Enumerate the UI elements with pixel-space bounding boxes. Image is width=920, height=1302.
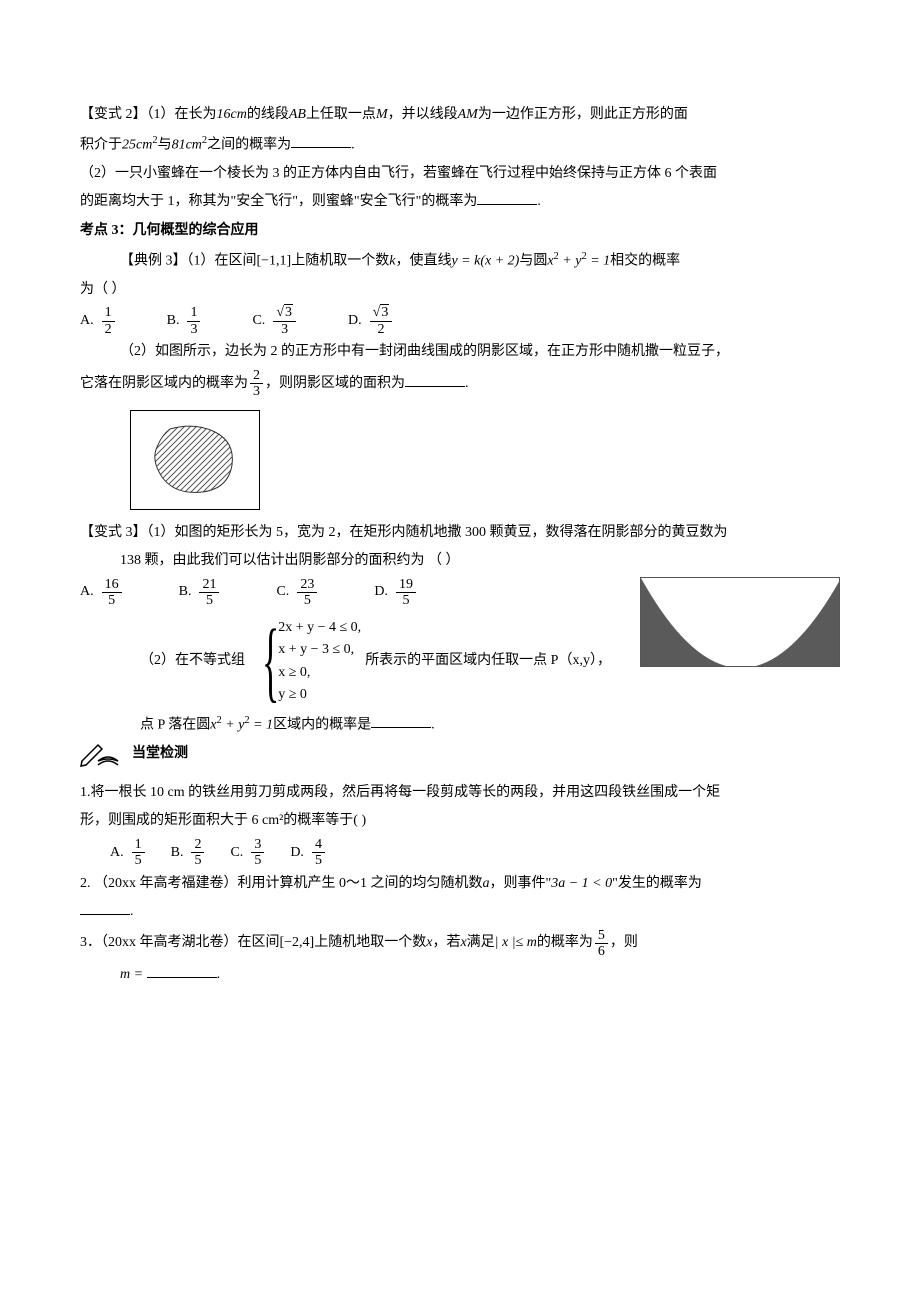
variant2-line3: （2）一只小蜜蜂在一个棱长为 3 的正方体内自由飞行，若蜜蜂在飞行过程中始终保持… <box>80 161 840 188</box>
ex3-line3: （2）如图所示，边长为 2 的正方形中有一封闭曲线围成的阴影区域，在正方形中随机… <box>80 339 840 366</box>
v3-option-c[interactable]: C. 235 <box>276 577 319 609</box>
q1-line1: 1.将一根长 10 cm 的铁丝用剪刀剪成两段，然后再将每一段剪成等长的两段，并… <box>80 780 840 807</box>
variant2-line1: 【变式 2】（1）在长为16cm的线段AB上任取一点M，并以线段AM为一边作正方… <box>80 102 840 129</box>
blank-input[interactable] <box>477 191 537 205</box>
variant2-line2: 积介于25cm2与81cm2之间的概率为. <box>80 131 840 159</box>
variant3-label: 【变式 3】 <box>80 525 147 540</box>
blank-input[interactable] <box>147 964 217 978</box>
variant3-line2: 138 颗，由此我们可以估计出阴影部分的面积约为 （ ） <box>80 548 840 575</box>
variant2-label: 【变式 2】 <box>80 107 147 122</box>
v3-option-b[interactable]: B. 215 <box>179 577 222 609</box>
q1-line2: 形，则围成的矩形面积大于 6 cm²的概率等于( ) <box>80 808 840 835</box>
q1-option-a[interactable]: A. 15 <box>110 837 147 869</box>
q3-line2: m = . <box>80 962 840 989</box>
pencil-book-icon <box>80 741 126 767</box>
v3-options: A. 165 B. 215 C. 235 D. 195 <box>80 577 630 609</box>
q1-option-d[interactable]: D. 45 <box>290 837 327 869</box>
q2-line1: 2. （20xx 年高考福建卷）利用计算机产生 0～1 之间的均匀随机数a，则事… <box>80 871 840 898</box>
ex3-line2: 为（ ） <box>80 277 840 304</box>
blank-input[interactable] <box>80 901 130 915</box>
blank-input[interactable] <box>291 134 351 148</box>
variant3-line1: 【变式 3】（1）如图的矩形长为 5，宽为 2，在矩形内随机地撒 300 颗黄豆… <box>80 520 840 547</box>
v3-line3: （2）在不等式组 { 2x + y − 4 ≤ 0, x + y − 3 ≤ 0… <box>80 617 630 707</box>
v3-option-d[interactable]: D. 195 <box>374 577 418 609</box>
inequality-system: { 2x + y − 4 ≤ 0, x + y − 3 ≤ 0, x ≥ 0, … <box>249 617 361 707</box>
ex3-options: A. 12 B. 13 C. 33 D. 32 <box>80 305 840 337</box>
v3-line4: 点 P 落在圆x2 + y2 = 1区域内的概率是. <box>80 711 840 739</box>
hatched-square-figure <box>130 410 260 510</box>
ex3-label: 【典例 3】 <box>120 253 187 268</box>
check-heading: 当堂检测 <box>80 741 840 778</box>
blank-input[interactable] <box>371 714 431 728</box>
q1-option-b[interactable]: B. 25 <box>171 837 207 869</box>
ex3-line1: 【典例 3】（1）在区间[−1,1]上随机取一个数k，使直线y = k(x + … <box>80 247 840 275</box>
blank-input[interactable] <box>405 373 465 387</box>
kaodian3-title: 考点 3：几何概型的综合应用 <box>80 218 840 245</box>
q2-line2: . <box>80 899 840 926</box>
check-title: 当堂检测 <box>132 741 188 768</box>
q3-line1: 3．（20xx 年高考湖北卷）在区间[−2,4]上随机地取一个数x，若x满足| … <box>80 928 840 960</box>
ex3-option-b[interactable]: B. 13 <box>167 305 203 337</box>
ex3-line4: 它落在阴影区域内的概率为23，则阴影区域的面积为. <box>80 368 840 400</box>
ex3-option-d[interactable]: D. 32 <box>348 305 394 337</box>
ex3-option-c[interactable]: C. 33 <box>252 305 298 337</box>
q1-option-c[interactable]: C. 35 <box>230 837 266 869</box>
ex3-option-a[interactable]: A. 12 <box>80 305 117 337</box>
q1-options: A. 15 B. 25 C. 35 D. 45 <box>110 837 840 869</box>
rectangle-shaded-figure <box>640 577 840 667</box>
v3-option-a[interactable]: A. 165 <box>80 577 124 609</box>
variant2-line4: 的距离均大于 1，称其为"安全飞行"，则蜜蜂"安全飞行"的概率为. <box>80 189 840 216</box>
